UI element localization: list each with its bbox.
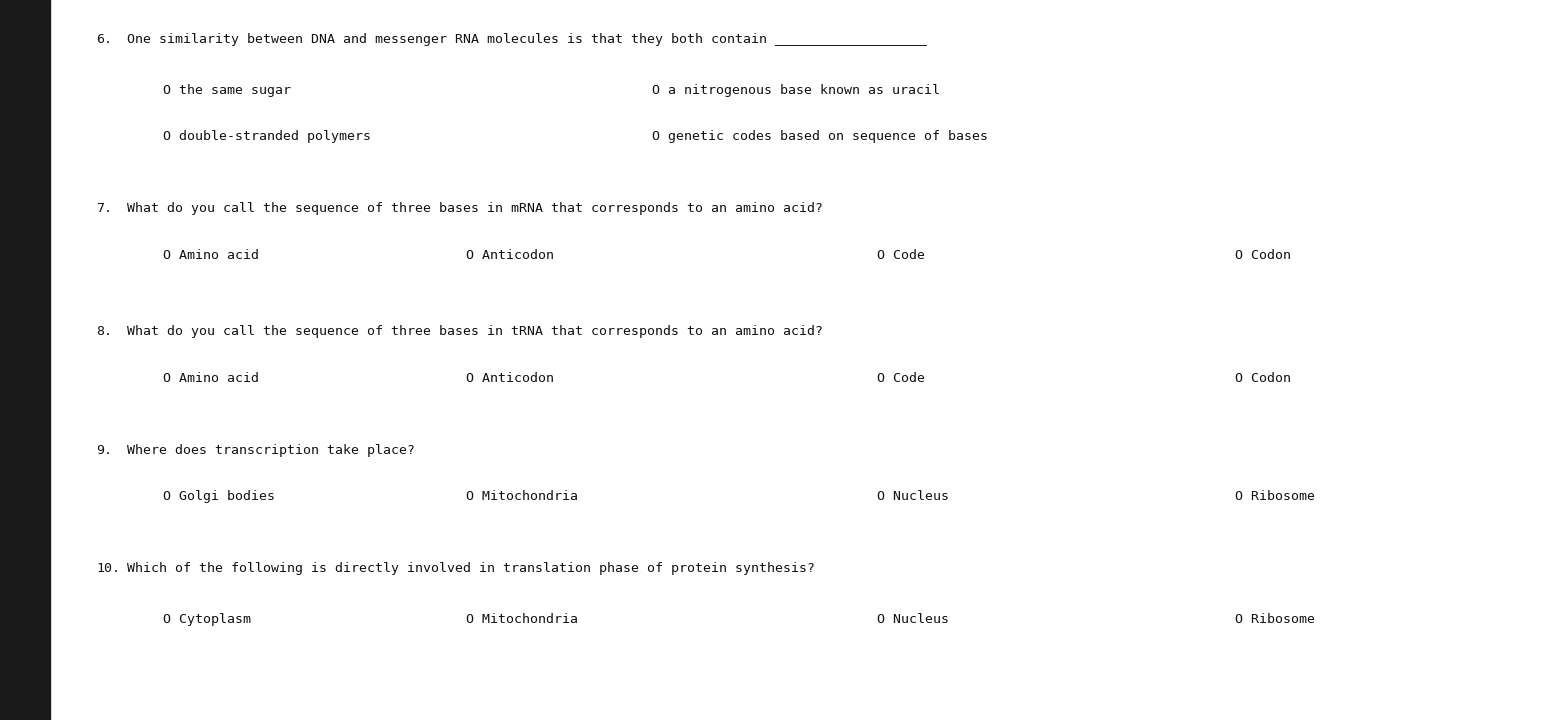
Text: O double-stranded polymers: O double-stranded polymers bbox=[163, 130, 371, 143]
Text: O Codon: O Codon bbox=[1235, 372, 1291, 384]
Text: 8.: 8. bbox=[96, 325, 112, 338]
Text: What do you call the sequence of three bases in mRNA that corresponds to an amin: What do you call the sequence of three b… bbox=[127, 202, 823, 215]
Text: O Code: O Code bbox=[877, 249, 926, 262]
Text: O Mitochondria: O Mitochondria bbox=[466, 613, 578, 626]
Text: O Anticodon: O Anticodon bbox=[466, 249, 554, 262]
Text: O Ribosome: O Ribosome bbox=[1235, 613, 1315, 626]
Text: 6.: 6. bbox=[96, 33, 112, 46]
Text: O Amino acid: O Amino acid bbox=[163, 249, 259, 262]
Text: O the same sugar: O the same sugar bbox=[163, 84, 290, 96]
Text: 7.: 7. bbox=[96, 202, 112, 215]
Text: O Codon: O Codon bbox=[1235, 249, 1291, 262]
Text: O Ribosome: O Ribosome bbox=[1235, 490, 1315, 503]
Text: 9.: 9. bbox=[96, 444, 112, 456]
Text: O Nucleus: O Nucleus bbox=[877, 613, 949, 626]
Text: O Cytoplasm: O Cytoplasm bbox=[163, 613, 252, 626]
Text: One similarity between DNA and messenger RNA molecules is that they both contain: One similarity between DNA and messenger… bbox=[127, 33, 927, 46]
Text: O a nitrogenous base known as uracil: O a nitrogenous base known as uracil bbox=[652, 84, 940, 96]
Bar bbox=[0, 0, 50, 720]
Text: Where does transcription take place?: Where does transcription take place? bbox=[127, 444, 415, 456]
Text: O Golgi bodies: O Golgi bodies bbox=[163, 490, 275, 503]
Text: O genetic codes based on sequence of bases: O genetic codes based on sequence of bas… bbox=[652, 130, 988, 143]
Text: O Anticodon: O Anticodon bbox=[466, 372, 554, 384]
Text: Which of the following is directly involved in translation phase of protein synt: Which of the following is directly invol… bbox=[127, 562, 815, 575]
Text: O Amino acid: O Amino acid bbox=[163, 372, 259, 384]
Text: O Code: O Code bbox=[877, 372, 926, 384]
Text: 10.: 10. bbox=[96, 562, 120, 575]
Text: O Mitochondria: O Mitochondria bbox=[466, 490, 578, 503]
Text: What do you call the sequence of three bases in tRNA that corresponds to an amin: What do you call the sequence of three b… bbox=[127, 325, 823, 338]
Text: O Nucleus: O Nucleus bbox=[877, 490, 949, 503]
